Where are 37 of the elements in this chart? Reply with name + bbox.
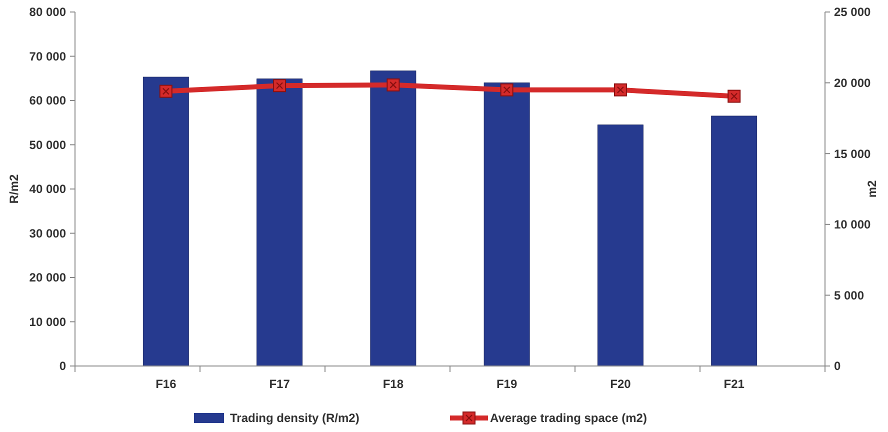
point <box>728 90 741 103</box>
y-tick-label: 40 000 <box>29 182 66 196</box>
x-tick-label: F17 <box>269 377 290 391</box>
y2-axis-title: m2 <box>865 180 879 198</box>
y-tick-label: 70 000 <box>29 49 66 64</box>
y-tick-label: 60 000 <box>29 94 66 108</box>
y-tick-label: 30 000 <box>29 226 66 240</box>
bar <box>484 82 530 366</box>
y2-tick-label: 25 000 <box>834 5 872 20</box>
bar <box>597 124 644 366</box>
y2-tick-label: 10 000 <box>834 218 872 232</box>
point <box>273 79 286 92</box>
x-tick-label: F18 <box>382 377 404 391</box>
y-tick-label: 50 000 <box>29 138 66 152</box>
bar <box>256 78 303 366</box>
y2-tick-label: 20 000 <box>834 76 872 90</box>
x-tick-label: F20 <box>610 377 632 391</box>
point <box>500 83 514 96</box>
y2-tick-label: 5 000 <box>834 288 864 302</box>
legend-label: Average trading space (m2) <box>490 411 647 426</box>
x-tick-label: F21 <box>724 377 745 391</box>
y-axis-title: R/m2 <box>7 174 21 204</box>
bar <box>370 70 416 366</box>
bar <box>711 116 758 366</box>
y2-tick-label: 0 <box>834 359 841 374</box>
x-tick-label: F19 <box>496 377 518 391</box>
x-tick-label: F16 <box>156 377 177 391</box>
y2-tick-label: 15 000 <box>834 146 872 161</box>
point <box>614 83 627 96</box>
bar <box>142 76 189 366</box>
y-tick-label: 80 000 <box>29 5 66 20</box>
point <box>386 78 400 92</box>
y-tick-label: 20 000 <box>29 270 66 285</box>
y-tick-label: 0 <box>59 359 66 374</box>
y-tick-label: 10 000 <box>29 314 66 329</box>
legend-label: Trading density (R/m2) <box>230 411 360 426</box>
point <box>159 84 172 98</box>
